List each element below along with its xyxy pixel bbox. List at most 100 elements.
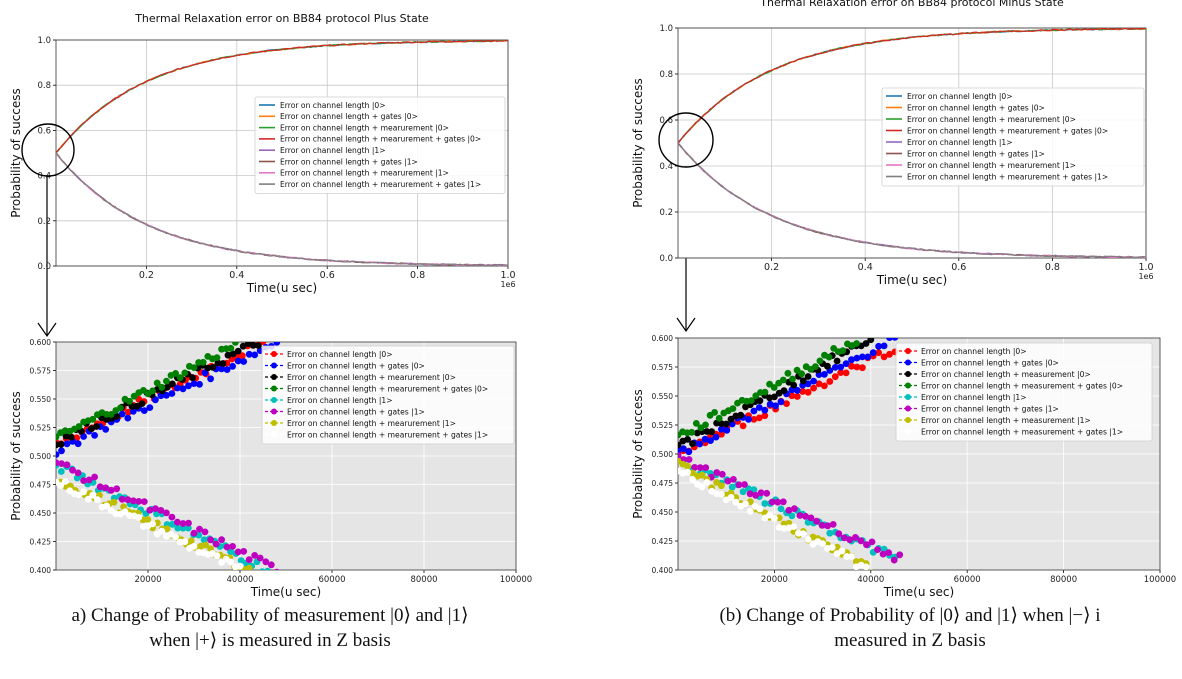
legend-swatch-marker	[271, 351, 277, 357]
series-point	[723, 426, 731, 434]
zoom-arrow-left	[37, 175, 57, 338]
series-point	[777, 398, 785, 406]
legend-swatch-marker	[271, 431, 277, 438]
series-point	[678, 452, 682, 459]
legend-label: Error on channel length + gates |1>	[287, 407, 425, 416]
legend-label: Error on channel length + mearurement + …	[907, 126, 1108, 135]
series-point	[890, 556, 898, 564]
series-point	[868, 569, 873, 570]
x-axis-label: Time(u sec)	[876, 273, 947, 287]
chart-1: 0.2 0.4 0.6 0.8 1.0 0.0 0.2 0.4 0.6 0.8 1.0 Time(u …	[9, 12, 516, 295]
series-point	[807, 514, 815, 522]
series-point	[812, 363, 819, 370]
series-point	[168, 513, 176, 521]
series-point	[885, 549, 892, 556]
series-point	[742, 500, 749, 508]
legend-label: Error on channel length + mearurement |1…	[907, 161, 1076, 170]
series-point	[848, 553, 855, 560]
caption-b: (b) Change of Probability of |0⟩ and |1⟩…	[600, 603, 1182, 653]
series-point	[135, 514, 143, 521]
legend-label: Error on channel length + gates |1>	[921, 404, 1059, 413]
series-point	[774, 498, 782, 506]
series-point	[689, 476, 696, 483]
chart-title: Thermal Relaxation error on BB84 protoco…	[759, 0, 1064, 9]
x-tick-label: 100000	[1144, 575, 1176, 585]
legend-box	[895, 342, 1153, 442]
legend-label: Error on channel length + mearurement + …	[907, 172, 1108, 181]
series-point	[163, 391, 170, 399]
y-tick-label: 0.450	[652, 508, 674, 517]
series-point	[799, 530, 807, 538]
y-tick-label: 0.550	[652, 392, 674, 401]
series-point	[174, 384, 181, 392]
series-point	[825, 353, 833, 361]
series-point	[62, 483, 70, 490]
series-point	[185, 382, 192, 390]
series-point	[219, 360, 227, 367]
series-point	[730, 476, 737, 483]
chart-title: Thermal Relaxation error on BB84 protoco…	[134, 12, 429, 25]
series-point	[771, 393, 778, 401]
series-point	[791, 505, 798, 513]
series-point	[212, 540, 220, 548]
series-point	[689, 440, 696, 447]
legend-swatch-marker	[905, 371, 911, 377]
series-point	[896, 551, 904, 559]
legend-label: Error on channel length |0>	[907, 92, 1013, 101]
series-point	[799, 388, 807, 395]
series-point	[256, 554, 264, 562]
series-point	[708, 428, 716, 436]
series-point	[103, 416, 110, 423]
series-point	[262, 558, 270, 566]
series-point	[213, 552, 221, 559]
legend-label: Error on channel length |1>	[280, 146, 386, 155]
legend-swatch-marker	[905, 405, 911, 412]
series-point	[685, 456, 693, 463]
series-point	[869, 569, 872, 570]
series-point	[236, 562, 244, 570]
legend: Error on channel length |0> Error on chan…	[895, 342, 1153, 442]
series-point	[245, 564, 253, 570]
series-point	[793, 393, 801, 400]
series-point	[94, 496, 101, 504]
series-point	[201, 528, 209, 536]
y-tick-label: 0.6	[37, 126, 51, 136]
series-point	[727, 494, 735, 501]
series-point	[214, 359, 222, 367]
series-point	[838, 547, 846, 555]
series-point	[868, 538, 876, 546]
caption-a-line1: a) Change of Probability of measurement …	[71, 605, 469, 626]
series-point	[684, 468, 691, 476]
series-point	[757, 489, 765, 497]
series-point	[728, 483, 736, 491]
series-point	[747, 397, 755, 404]
series-point	[837, 363, 845, 371]
y-tick-label: 1.0	[37, 36, 51, 46]
series-point	[779, 498, 787, 506]
caption-b-line2: measured in Z basis	[834, 630, 986, 651]
series-point	[91, 432, 98, 439]
series-point	[756, 505, 764, 513]
series-point	[785, 506, 793, 514]
series-point	[57, 482, 64, 489]
series-point	[239, 342, 247, 350]
y-tick-label: 0.2	[659, 208, 673, 218]
series-point	[84, 495, 92, 503]
y-tick-label: 0.0	[37, 262, 51, 272]
legend-swatch-marker	[905, 394, 911, 400]
series-point	[771, 514, 778, 522]
series-point	[879, 550, 887, 558]
legend-swatch-marker	[905, 417, 911, 423]
series-point	[696, 440, 704, 448]
series-point	[798, 370, 805, 378]
series-point	[223, 543, 231, 551]
series-point	[788, 392, 796, 400]
legend-label: Error on channel length + mearurement + …	[280, 135, 481, 144]
x-offset-label: 1e6	[500, 280, 515, 289]
x-tick-label: 0.6	[320, 270, 335, 281]
series-point	[790, 381, 798, 389]
series-point	[763, 489, 771, 497]
series-point	[727, 415, 735, 423]
series-point	[153, 379, 161, 387]
series-group	[56, 40, 508, 266]
